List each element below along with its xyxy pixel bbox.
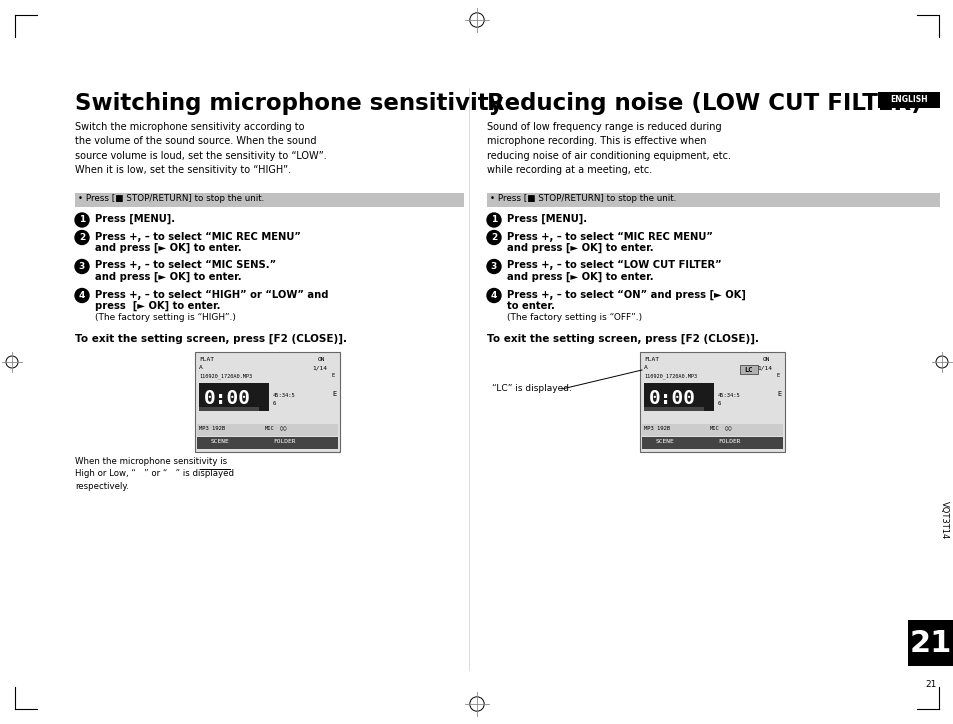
Text: Press +, – to select “MIC SENS.”: Press +, – to select “MIC SENS.” — [95, 261, 275, 271]
Bar — [75, 193, 463, 207]
Text: Press +, – to select “MIC REC MENU”: Press +, – to select “MIC REC MENU” — [506, 232, 712, 242]
Bar — [639, 352, 784, 452]
Text: 110920_1720A0.MP3: 110920_1720A0.MP3 — [199, 373, 252, 379]
Text: 45:34:5: 45:34:5 — [273, 393, 295, 398]
Text: E: E — [776, 373, 780, 378]
Text: 110920_1720A0.MP3: 110920_1720A0.MP3 — [643, 373, 697, 379]
Circle shape — [75, 213, 89, 227]
Bar — [643, 407, 703, 411]
Bar — [194, 352, 339, 452]
Text: 45:34:5: 45:34:5 — [718, 393, 740, 398]
Text: and press [► OK] to enter.: and press [► OK] to enter. — [95, 243, 241, 253]
Text: (The factory setting is “OFF”.): (The factory setting is “OFF”.) — [506, 313, 641, 321]
Text: to enter.: to enter. — [506, 301, 555, 311]
Text: Switch the microphone sensitivity according to
the volume of the sound source. W: Switch the microphone sensitivity accord… — [75, 122, 327, 175]
Text: 21: 21 — [924, 680, 936, 689]
Text: FOLDER: FOLDER — [273, 439, 295, 444]
Text: ON: ON — [317, 357, 325, 362]
Text: A: A — [643, 365, 647, 370]
Text: SCENE: SCENE — [211, 439, 230, 444]
Text: Press +, – to select “ON” and press [► OK]: Press +, – to select “ON” and press [► O… — [506, 290, 745, 300]
Text: 3: 3 — [79, 262, 85, 271]
Bar — [641, 424, 782, 436]
Text: ○○: ○○ — [280, 426, 286, 431]
Text: 1/14: 1/14 — [312, 365, 327, 370]
Text: A: A — [199, 365, 203, 370]
Text: 0:00: 0:00 — [204, 389, 251, 408]
Bar — [877, 92, 939, 108]
Text: 1: 1 — [79, 216, 85, 224]
Text: and press [► OK] to enter.: and press [► OK] to enter. — [506, 243, 653, 253]
Text: press  [► OK] to enter.: press [► OK] to enter. — [95, 301, 220, 311]
Text: “LC” is displayed.: “LC” is displayed. — [492, 384, 571, 393]
Text: E: E — [332, 391, 335, 397]
Text: and press [► OK] to enter.: and press [► OK] to enter. — [506, 272, 653, 282]
Text: 6: 6 — [718, 401, 720, 406]
Circle shape — [486, 230, 500, 245]
Bar — [199, 407, 258, 411]
Text: 6: 6 — [273, 401, 276, 406]
Text: 1: 1 — [491, 216, 497, 224]
Circle shape — [486, 259, 500, 274]
Text: 2: 2 — [491, 233, 497, 242]
Text: E: E — [332, 373, 335, 378]
Text: Sound of low frequency range is reduced during
microphone recording. This is eff: Sound of low frequency range is reduced … — [486, 122, 730, 175]
Text: ○○: ○○ — [724, 426, 731, 431]
Text: ON: ON — [762, 357, 770, 362]
Text: 21: 21 — [909, 628, 951, 657]
Text: 4: 4 — [490, 291, 497, 300]
Text: E: E — [776, 391, 781, 397]
Text: MP3 192B: MP3 192B — [199, 426, 225, 431]
Text: and press [► OK] to enter.: and press [► OK] to enter. — [95, 272, 241, 282]
Bar — [196, 424, 337, 436]
Text: 1/14: 1/14 — [757, 365, 771, 370]
Text: FOLDER: FOLDER — [718, 439, 740, 444]
Circle shape — [75, 288, 89, 303]
Text: MP3 192B: MP3 192B — [643, 426, 669, 431]
Text: Press +, – to select “HIGH” or “LOW” and: Press +, – to select “HIGH” or “LOW” and — [95, 290, 328, 300]
Text: FLAT: FLAT — [199, 357, 213, 362]
Circle shape — [75, 230, 89, 245]
Text: MIC: MIC — [265, 426, 274, 431]
Text: To exit the setting screen, press [F2 (CLOSE)].: To exit the setting screen, press [F2 (C… — [486, 334, 759, 345]
Text: LC: LC — [744, 366, 753, 373]
Bar — [643, 383, 713, 411]
Text: • Press [■ STOP/RETURN] to stop the unit.: • Press [■ STOP/RETURN] to stop the unit… — [78, 194, 264, 203]
Bar — [740, 365, 758, 374]
Circle shape — [75, 259, 89, 274]
Bar — [199, 383, 269, 411]
Text: • Press [■ STOP/RETURN] to stop the unit.: • Press [■ STOP/RETURN] to stop the unit… — [490, 194, 676, 203]
Text: Press +, – to select “LOW CUT FILTER”: Press +, – to select “LOW CUT FILTER” — [506, 261, 720, 271]
Text: Press [MENU].: Press [MENU]. — [506, 214, 586, 224]
Text: ENGLISH: ENGLISH — [889, 96, 927, 104]
Text: SCENE: SCENE — [656, 439, 674, 444]
Text: To exit the setting screen, press [F2 (CLOSE)].: To exit the setting screen, press [F2 (C… — [75, 334, 347, 345]
Text: Reducing noise (LOW CUT FILTER): Reducing noise (LOW CUT FILTER) — [486, 92, 921, 115]
Bar — [641, 437, 782, 449]
Text: VQT3T14: VQT3T14 — [939, 501, 947, 539]
Text: Press +, – to select “MIC REC MENU”: Press +, – to select “MIC REC MENU” — [95, 232, 300, 242]
Text: MIC: MIC — [709, 426, 719, 431]
Bar — [196, 437, 337, 449]
Text: Press [MENU].: Press [MENU]. — [95, 214, 175, 224]
Text: 0:00: 0:00 — [648, 389, 696, 408]
Bar — [907, 620, 953, 666]
Text: 4: 4 — [79, 291, 85, 300]
Bar — [486, 193, 939, 207]
Text: (The factory setting is “HIGH”.): (The factory setting is “HIGH”.) — [95, 313, 235, 321]
Circle shape — [486, 213, 500, 227]
Text: 3: 3 — [491, 262, 497, 271]
Circle shape — [486, 288, 500, 303]
Text: 2: 2 — [79, 233, 85, 242]
Text: Switching microphone sensitivity: Switching microphone sensitivity — [75, 92, 503, 115]
Text: When the microphone sensitivity is
High or Low, “   ” or “   ” is displayed
resp: When the microphone sensitivity is High … — [75, 457, 233, 491]
Text: FLAT: FLAT — [643, 357, 659, 362]
